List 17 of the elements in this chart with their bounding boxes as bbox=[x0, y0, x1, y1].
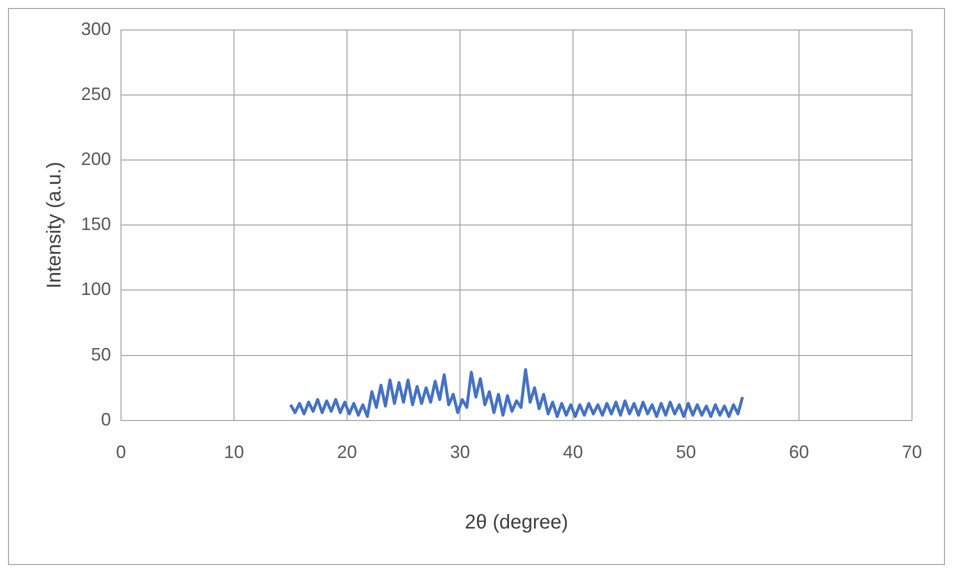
x-axis-title: 2θ (degree) bbox=[464, 512, 568, 534]
x-tick-label: 50 bbox=[676, 442, 696, 462]
y-tick-label: 0 bbox=[101, 409, 112, 430]
x-tick-label: 60 bbox=[788, 442, 810, 462]
x-tick-label: 40 bbox=[562, 442, 584, 462]
x-tick-label: 30 bbox=[450, 442, 470, 462]
x-tick-label: 10 bbox=[224, 442, 244, 462]
y-tick-label: 100 bbox=[80, 279, 112, 300]
y-tick-label: 300 bbox=[80, 18, 112, 39]
y-tick-label: 200 bbox=[80, 148, 112, 169]
y-tick-label: 250 bbox=[80, 84, 112, 104]
x-tick-label: 0 bbox=[116, 442, 126, 462]
y-tick-label: 150 bbox=[80, 214, 112, 234]
x-tick-label: 20 bbox=[337, 442, 358, 462]
y-tick-label: 50 bbox=[91, 344, 112, 364]
x-tick-label: 70 bbox=[902, 442, 922, 462]
y-axis-title: Intensity (a.u.) bbox=[44, 162, 66, 288]
